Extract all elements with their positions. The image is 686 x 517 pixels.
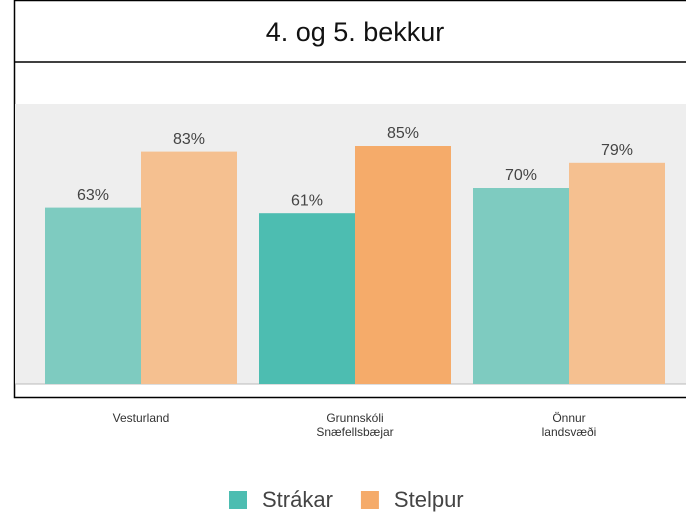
value-label: 85% bbox=[387, 125, 419, 142]
bar bbox=[473, 188, 569, 384]
legend-swatch bbox=[360, 491, 379, 509]
value-label: 83% bbox=[173, 131, 205, 148]
legend-swatch bbox=[229, 491, 247, 509]
bar bbox=[141, 151, 237, 384]
bar bbox=[259, 213, 355, 384]
value-label: 61% bbox=[291, 192, 323, 209]
bar bbox=[569, 162, 665, 384]
value-label: 63% bbox=[77, 187, 109, 204]
chart-title: 4. og 5. bekkur bbox=[266, 17, 445, 47]
x-tick-label: Önnur landsvæði bbox=[541, 411, 597, 439]
value-label: 79% bbox=[601, 142, 633, 159]
value-label: 70% bbox=[505, 167, 537, 184]
legend-label: Strákar bbox=[262, 487, 333, 512]
legend-label: Stelpur bbox=[394, 487, 464, 512]
x-tick-label: Vesturland bbox=[112, 411, 170, 425]
bar bbox=[45, 207, 141, 384]
x-tick-label: Grunnskóli Snæfellsbæjar bbox=[316, 411, 394, 439]
frame bbox=[13, 0, 686, 399]
bar bbox=[355, 146, 451, 384]
